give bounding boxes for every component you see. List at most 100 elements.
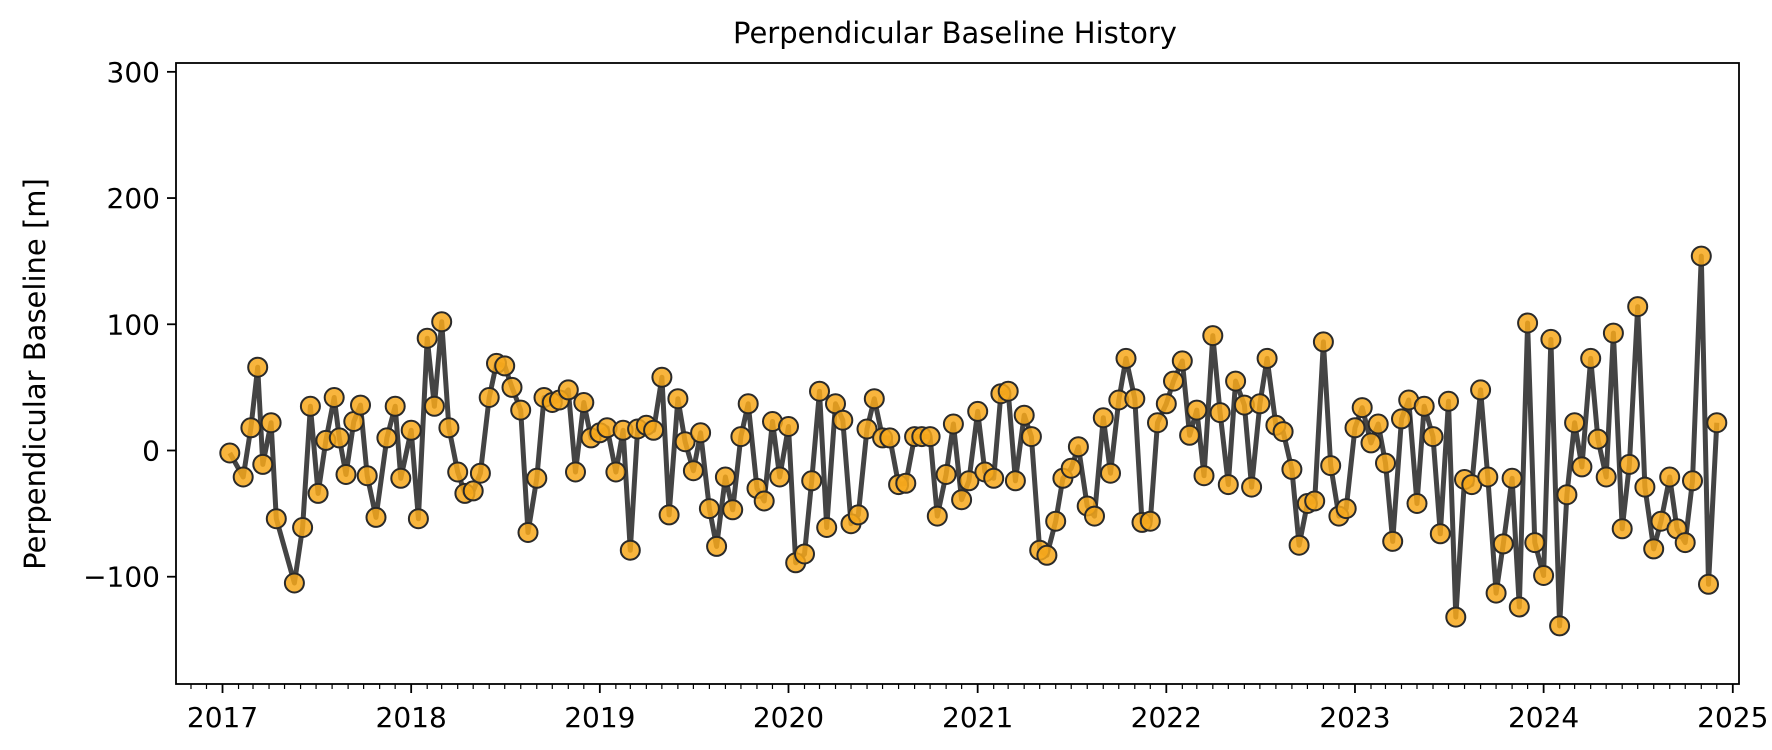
data-point [350,394,371,416]
data-point [1241,476,1263,498]
data-point [219,442,241,464]
data-point [983,467,1005,489]
data-point [879,427,901,449]
data-point [390,467,412,489]
y-tick-label: −100 [83,561,160,594]
data-point [951,489,973,511]
data-point [1193,465,1215,487]
data-point [252,453,274,475]
data-point [1627,296,1649,318]
data-point [1549,615,1571,637]
data-point [1556,484,1578,506]
data-point [1335,498,1357,520]
data-point [1351,397,1373,419]
data-point [526,467,548,489]
x-tick-label: 2022 [1131,701,1202,734]
data-point [400,419,422,441]
x-tick-label: 2018 [376,701,447,734]
data-point [1634,476,1656,498]
data-point [573,392,595,413]
data-point [247,356,269,378]
data-point [1508,596,1530,618]
x-tick-label: 2017 [187,701,258,734]
data-point [643,419,665,441]
x-tick-label: 2019 [564,701,635,734]
data-point [501,376,523,398]
data-point [1036,544,1058,566]
axes: 2017 2018 2019 2020 2021 2022 2023 2024 2025 300 2… [83,56,1768,734]
data-point [232,466,254,488]
data-point [1124,388,1146,410]
series-line [227,253,1720,629]
data-point [1611,518,1633,540]
data-point [510,399,532,421]
data-point [1367,413,1389,435]
data-point [1477,466,1499,488]
data-point [1375,452,1396,474]
x-tick-label: 2020 [753,701,824,734]
y-tick-label: 100 [107,308,160,341]
data-point [1517,312,1539,334]
data-point [376,427,398,449]
data-point [1163,370,1184,392]
data-point [1013,404,1035,426]
data-point [307,482,329,504]
data-point [356,465,378,487]
chart-title: Perpendicular Baseline History [733,16,1177,50]
data-point [1690,245,1712,267]
data-point [1360,432,1382,454]
y-tick-label: 0 [142,434,160,467]
data-point [384,395,406,417]
data-point [265,508,287,530]
data-point [557,379,579,401]
data-point [1706,412,1728,434]
data-point [1470,379,1492,401]
data-point [667,388,689,410]
x-tick-label: 2023 [1319,701,1390,734]
data-point [682,460,704,482]
y-tick-label: 300 [107,56,160,89]
data-point [431,311,453,333]
data-point [1533,565,1555,586]
data-point [1571,456,1593,478]
data-point [469,462,491,484]
data-point [1256,347,1278,369]
data-point [407,508,429,530]
data-point [1564,412,1586,434]
x-tick-label: 2024 [1508,701,1579,734]
data-point [794,543,815,565]
data-point [1501,467,1523,489]
data-point [292,517,314,538]
data-point [1429,523,1451,545]
data-point [1202,325,1224,347]
data-point [1281,458,1303,480]
data-point [1084,505,1105,527]
data-point [967,400,989,422]
data-point [365,506,387,528]
data-point [416,327,438,349]
data-point [1674,532,1696,554]
data-point [997,380,1019,402]
data-point [1320,455,1342,477]
data-point [698,498,720,520]
data-point [1391,408,1412,430]
data-point [605,461,627,483]
data-point [1492,533,1514,555]
x-tick-label: 2021 [942,701,1013,734]
data-point [240,417,262,439]
data-point [1060,457,1082,479]
plot-frame [175,62,1740,685]
x-tick-label: 2025 [1697,701,1768,734]
data-point [619,539,641,561]
data-point [1171,350,1193,372]
data-point [1004,470,1026,492]
data-point [1179,424,1201,446]
data-point [335,464,357,485]
data-point [1540,328,1562,350]
data-point [1209,402,1231,424]
y-tick-label: 200 [107,182,160,215]
data-point [1067,436,1089,458]
data-point [423,395,445,417]
series-points-group [219,245,1728,637]
data-point [753,490,775,512]
